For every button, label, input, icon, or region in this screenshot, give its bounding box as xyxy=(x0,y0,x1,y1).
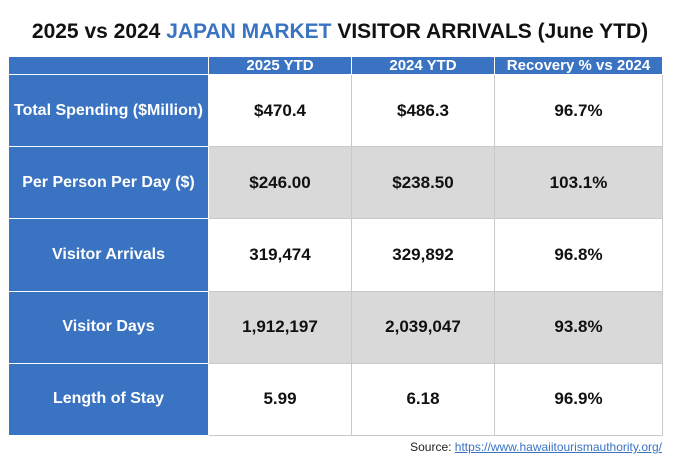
chart-title: 2025 vs 2024 JAPAN MARKET VISITOR ARRIVA… xyxy=(0,20,680,44)
data-table: 2025 YTD 2024 YTD Recovery % vs 2024 Tot… xyxy=(8,56,663,437)
table-cell: 6.18 xyxy=(351,362,495,437)
row-label: Visitor Arrivals xyxy=(8,218,209,292)
table-cell: 5.99 xyxy=(208,362,352,437)
header-corner-cell xyxy=(8,56,209,75)
title-highlight: JAPAN MARKET xyxy=(166,20,332,43)
table-row: Visitor Arrivals 319,474 329,892 96.8% xyxy=(8,218,663,292)
table-cell: 93.8% xyxy=(494,290,663,364)
column-header-recovery: Recovery % vs 2024 xyxy=(494,56,663,75)
header-row: 2025 YTD 2024 YTD Recovery % vs 2024 xyxy=(8,56,663,75)
table-row: Total Spending ($Million) $470.4 $486.3 … xyxy=(8,73,663,148)
table-cell: $246.00 xyxy=(208,146,352,220)
title-prefix: 2025 vs 2024 xyxy=(31,20,161,43)
table-cell: 96.7% xyxy=(494,73,663,148)
row-label: Length of Stay xyxy=(8,362,209,437)
table-row: Visitor Days 1,912,197 2,039,047 93.8% xyxy=(8,290,663,364)
table-cell: 96.8% xyxy=(494,218,663,292)
table-cell: $486.3 xyxy=(351,73,495,148)
row-label: Total Spending ($Million) xyxy=(8,73,209,148)
table-row: Per Person Per Day ($) $246.00 $238.50 1… xyxy=(8,146,663,220)
column-header-2024-ytd: 2024 YTD xyxy=(351,56,495,75)
table-row: Length of Stay 5.99 6.18 96.9% xyxy=(8,362,663,437)
table-cell: 319,474 xyxy=(208,218,352,292)
table-cell: 1,912,197 xyxy=(208,290,352,364)
row-label: Per Person Per Day ($) xyxy=(8,146,209,220)
title-suffix: VISITOR ARRIVALS (June YTD) xyxy=(337,20,649,43)
table-cell: $238.50 xyxy=(351,146,495,220)
row-label: Visitor Days xyxy=(8,290,209,364)
table-cell: $470.4 xyxy=(208,73,352,148)
source-note: Source: https://www.hawaiitourismauthori… xyxy=(410,440,662,454)
column-header-2025-ytd: 2025 YTD xyxy=(208,56,352,75)
table-cell: 329,892 xyxy=(351,218,495,292)
source-link[interactable]: https://www.hawaiitourismauthority.org/ xyxy=(454,440,662,454)
table-cell: 2,039,047 xyxy=(351,290,495,364)
table-cell: 96.9% xyxy=(494,362,663,437)
source-label: Source: xyxy=(410,440,452,454)
table-cell: 103.1% xyxy=(494,146,663,220)
